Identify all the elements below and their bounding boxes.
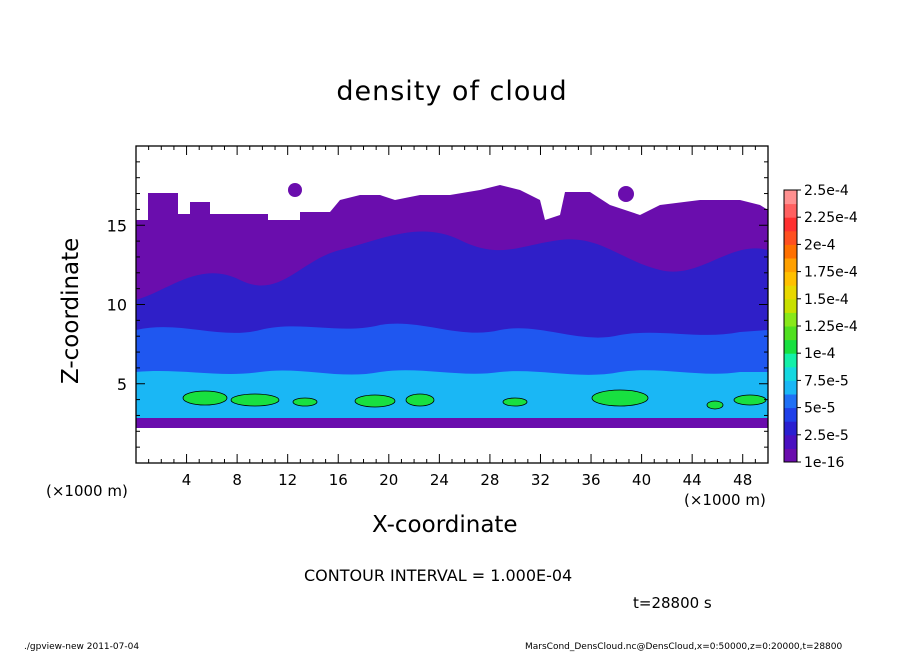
colorbar: 1e-16 2.5e-5 5e-5 7.5e-5 1e-4 1.25e-4 1.5e-4 1.… xyxy=(783,183,858,471)
colorbar-band xyxy=(784,339,797,354)
x-tick-label: 8 xyxy=(232,471,242,489)
x-unit-label-right: (×1000 m) xyxy=(684,491,766,509)
x-tick-label: 12 xyxy=(278,471,297,489)
colorbar-label: 1.5e-4 xyxy=(804,292,849,308)
x-tick-label: 20 xyxy=(379,471,398,489)
cloud-core-patches xyxy=(182,389,767,410)
colorbar-label: 2.25e-4 xyxy=(804,210,858,226)
colorbar-band xyxy=(784,434,797,449)
colorbar-band xyxy=(784,285,797,300)
x-tick-label: 36 xyxy=(581,471,600,489)
cloud-bottom-edge xyxy=(136,418,768,428)
colorbar-band xyxy=(784,230,797,245)
colorbar-label: 5e-5 xyxy=(804,401,835,417)
colorbar-band xyxy=(784,448,797,463)
colorbar-band xyxy=(784,421,797,436)
colorbar-band xyxy=(784,203,797,218)
chart-title: density of cloud xyxy=(336,76,568,107)
colorbar-label: 2.5e-4 xyxy=(804,183,849,199)
colorbar-band xyxy=(784,407,797,422)
colorbar-band xyxy=(784,353,797,368)
colorbar-label: 2e-4 xyxy=(804,237,836,253)
colorbar-band xyxy=(784,190,797,205)
colorbar-label: 1.75e-4 xyxy=(804,265,858,281)
y-tick-label: 15 xyxy=(107,216,127,235)
cloud-field xyxy=(136,183,768,428)
colorbar-band xyxy=(784,217,797,232)
y-tick-label: 10 xyxy=(107,296,127,315)
colorbar-label: 2.5e-5 xyxy=(804,428,849,444)
colorbar-band xyxy=(784,366,797,381)
x-tick-label: 40 xyxy=(632,471,651,489)
colorbar-band xyxy=(784,394,797,409)
colorbar-band xyxy=(784,298,797,313)
x-tick-label: 24 xyxy=(430,471,449,489)
colorbar-band xyxy=(784,244,797,259)
y-axis-ticks: 5 10 15 xyxy=(107,161,768,448)
colorbar-band xyxy=(784,312,797,327)
colorbar-label: 1e-4 xyxy=(804,346,836,362)
y-axis-label: Z-coordinate xyxy=(58,237,84,384)
x-axis-ticks: 4 8 12 16 20 24 28 32 36 40 44 48 xyxy=(148,146,756,489)
cloud-blob xyxy=(618,186,634,202)
y-tick-label: 5 xyxy=(117,375,127,394)
x-unit-label-left: (×1000 m) xyxy=(46,482,128,500)
x-tick-label: 4 xyxy=(182,471,192,489)
colorbar-label: 1e-16 xyxy=(804,455,844,471)
x-tick-label: 16 xyxy=(329,471,348,489)
x-axis-label: X-coordinate xyxy=(372,512,518,538)
footer-right: MarsCond_DensCloud.nc@DensCloud,x=0:5000… xyxy=(525,642,843,652)
time-label: t=28800 s xyxy=(633,594,712,612)
footer-left: ./gpview-new 2011-07-04 xyxy=(24,642,140,652)
colorbar-label: 1.25e-4 xyxy=(804,319,858,335)
colorbar-band xyxy=(784,271,797,286)
colorbar-band xyxy=(784,326,797,341)
cloud-blob xyxy=(288,183,302,197)
x-tick-label: 32 xyxy=(531,471,550,489)
contour-interval-label: CONTOUR INTERVAL = 1.000E-04 xyxy=(304,566,573,585)
x-tick-label: 28 xyxy=(480,471,499,489)
cloud-dense-layer xyxy=(136,370,768,424)
colorbar-band xyxy=(784,258,797,273)
x-tick-label: 48 xyxy=(733,471,752,489)
colorbar-label: 7.5e-5 xyxy=(804,373,849,389)
x-tick-label: 44 xyxy=(683,471,702,489)
colorbar-band xyxy=(784,380,797,395)
